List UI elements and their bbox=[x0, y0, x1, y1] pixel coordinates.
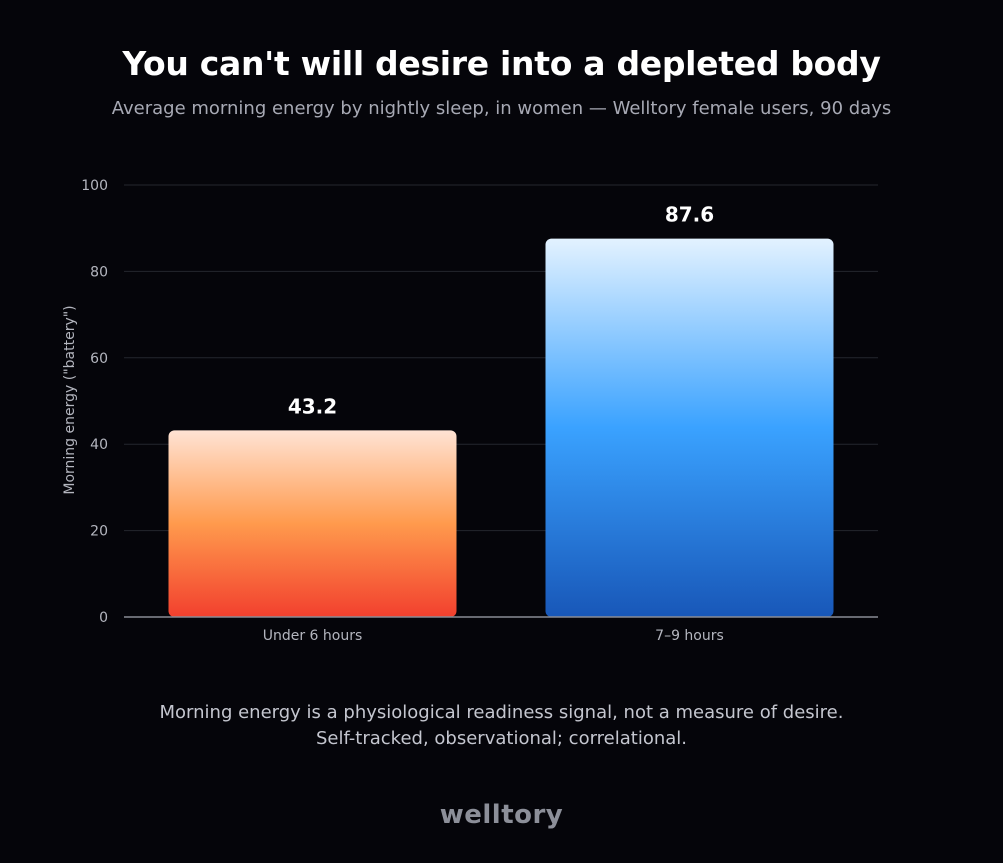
x-axis-ticks: Under 6 hours 7–9 hours bbox=[263, 628, 724, 644]
x-tick-label-1: Under 6 hours bbox=[263, 628, 363, 644]
welltory-logo: welltory bbox=[439, 800, 564, 830]
footnote-line-1: Morning energy is a physiological readin… bbox=[159, 702, 844, 723]
y-axis-ticks: 0 20 40 60 80 100 bbox=[81, 178, 108, 626]
y-tick-label: 60 bbox=[90, 351, 108, 367]
bar-2 bbox=[545, 238, 834, 617]
y-tick-label: 100 bbox=[81, 178, 108, 194]
y-tick-label: 80 bbox=[90, 264, 108, 280]
data-label-2: 87.6 bbox=[665, 203, 714, 227]
y-tick-label: 40 bbox=[90, 437, 108, 453]
bar-1 bbox=[168, 430, 457, 617]
footnote: Morning energy is a physiological readin… bbox=[0, 700, 1003, 752]
x-tick-label-2: 7–9 hours bbox=[655, 628, 724, 644]
chart-title: You can't will desire into a depleted bo… bbox=[122, 44, 881, 83]
y-tick-label: 0 bbox=[99, 610, 108, 626]
y-tick-label: 20 bbox=[90, 524, 108, 540]
chart-subtitle: Average morning energy by nightly sleep,… bbox=[111, 98, 892, 119]
footnote-line-2: Self-tracked, observational; correlation… bbox=[315, 728, 688, 749]
bar-chart: 0 20 40 60 80 100 43.2 87.6 Under 6 hours 7–9 h… bbox=[62, 178, 878, 644]
data-labels: 43.2 87.6 bbox=[288, 203, 714, 419]
bars bbox=[168, 238, 834, 617]
y-axis-label: Morning energy ("battery") bbox=[62, 305, 78, 494]
data-label-1: 43.2 bbox=[288, 394, 337, 418]
